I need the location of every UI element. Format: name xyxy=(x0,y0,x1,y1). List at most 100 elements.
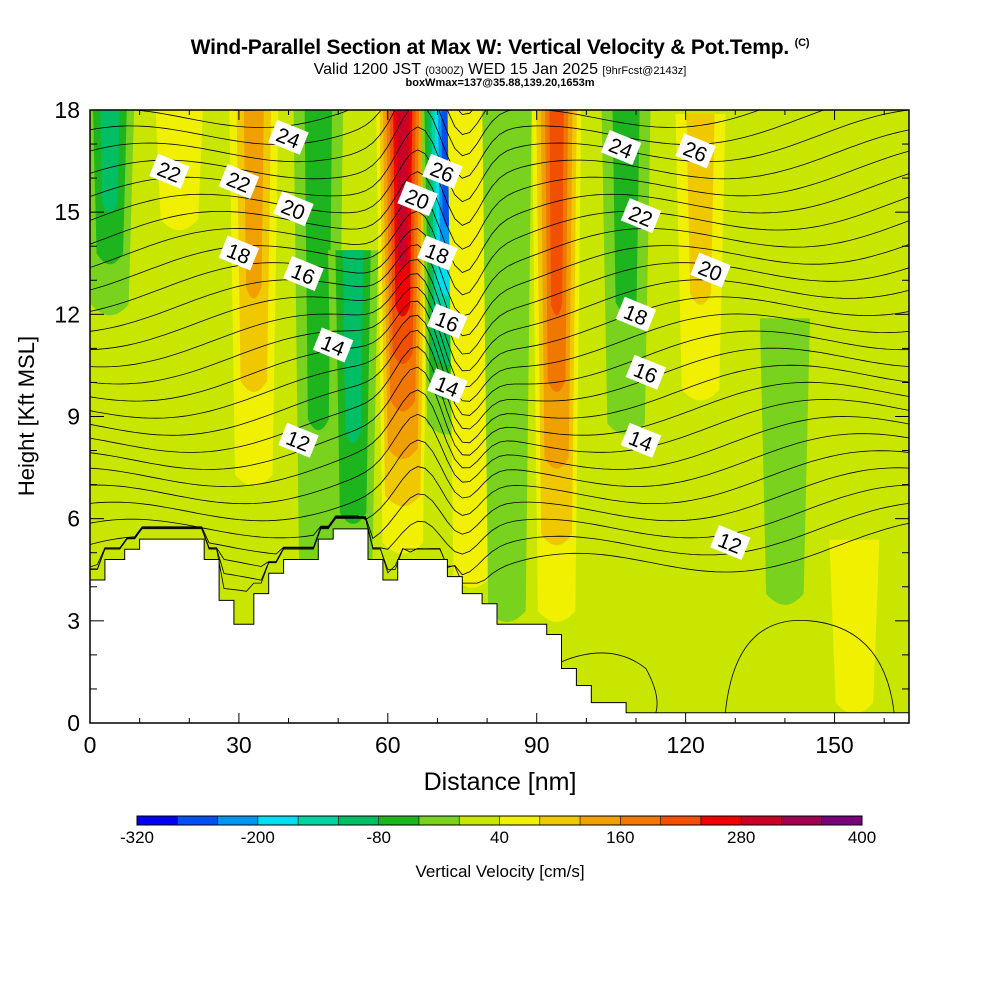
isentrope-9 xyxy=(90,346,909,453)
colorbar-swatch-14 xyxy=(700,816,742,825)
plume-9-level-4 xyxy=(549,110,564,316)
chart-subtitle: Valid 1200 JST (0300Z) WED 15 Jan 2025 [… xyxy=(0,61,1000,79)
colorbar-tick-label-1: -200 xyxy=(241,828,275,847)
contour-label-0: 22 xyxy=(149,153,190,189)
plume-4-level-2 xyxy=(342,250,364,444)
isentrope-12 xyxy=(90,300,909,402)
theta-contours xyxy=(90,0,909,713)
contour-label-bg-0 xyxy=(149,153,190,189)
contour-label-bg-8 xyxy=(397,181,438,216)
colorbar-swatch-1 xyxy=(177,816,218,825)
terrain-profile xyxy=(90,528,909,723)
contour-label-2: 24 xyxy=(268,119,309,155)
contour-label-13: 24 xyxy=(600,130,642,165)
chart-title-text: Wind-Parallel Section at Max W: Vertical… xyxy=(190,36,790,59)
contour-label-bg-6 xyxy=(312,327,354,363)
isentrope-10 xyxy=(90,329,909,436)
contour-label-3: 20 xyxy=(273,191,314,227)
isentrope-3 xyxy=(90,467,909,555)
plume-12-level-0 xyxy=(759,318,810,605)
isentrope-21 xyxy=(90,129,909,226)
contour-label-15: 22 xyxy=(620,198,662,234)
isentrope-31 xyxy=(90,0,909,42)
chart-title: Wind-Parallel Section at Max W: Vertical… xyxy=(0,36,1000,60)
plume-5-level-6 xyxy=(396,110,409,270)
x-tick-label-2: 60 xyxy=(375,732,401,758)
plume-1-level-0 xyxy=(155,110,203,231)
contour-label-bg-5 xyxy=(283,256,324,291)
isentrope-29 xyxy=(90,0,909,76)
contour-label-7: 12 xyxy=(278,422,319,458)
contour-label-9: 26 xyxy=(422,153,463,189)
isentrope-5 xyxy=(90,433,909,522)
velocity-plume-13 xyxy=(829,539,880,714)
colorbar-swatch-11 xyxy=(580,816,621,825)
colorbar-tick-label-0: -320 xyxy=(120,828,154,847)
isentrope-6 xyxy=(90,413,909,505)
contour-label-11: 16 xyxy=(427,303,468,339)
colorbar-swatch-17 xyxy=(821,816,863,825)
colorbar-swatch-6 xyxy=(378,816,420,825)
y-tick-label-5: 15 xyxy=(54,199,80,225)
contour-label-bg-16 xyxy=(690,252,731,288)
contour-label-bg-19 xyxy=(620,422,662,458)
colorbar-swatch-8 xyxy=(459,816,500,825)
isentrope-28 xyxy=(90,0,909,93)
velocity-plume-5 xyxy=(376,110,430,554)
isentrope-1 xyxy=(90,503,909,581)
isentrope-27 xyxy=(223,110,263,111)
valid-time: Valid 1200 JST xyxy=(313,61,421,78)
isentrope-19 xyxy=(90,173,909,273)
colorbar-swatch-2 xyxy=(217,816,259,825)
axes: 0 30 60 90 120 150 0 3 6 9 12 15 18 xyxy=(54,97,909,758)
contour-label-bg-10 xyxy=(417,235,458,271)
colorbar-swatch-10 xyxy=(539,816,581,825)
contour-label-bg-11 xyxy=(427,303,468,339)
contour-label-14: 26 xyxy=(675,133,716,169)
forecast-info: [9hrFcst@2143z] xyxy=(602,65,687,77)
colorbar-swatch-9 xyxy=(499,816,541,825)
velocity-plume-12 xyxy=(759,318,810,605)
contour-label-bg-18 xyxy=(625,354,667,390)
colorbar-tick-label-3: 40 xyxy=(490,828,509,847)
isentrope-2 xyxy=(90,484,909,568)
isentrope-30 xyxy=(90,0,909,59)
low-contour-a xyxy=(724,620,895,713)
colorbar-tick-label-5: 280 xyxy=(727,828,755,847)
contour-label-bg-12 xyxy=(427,368,468,404)
contour-label-bg-14 xyxy=(675,133,716,169)
colorbar-swatch-12 xyxy=(620,816,661,825)
isentrope-25 xyxy=(90,110,672,145)
x-axis-label: Distance [nm] xyxy=(424,768,577,796)
contour-label-4: 18 xyxy=(218,235,260,271)
isentrope-17 xyxy=(90,220,909,317)
x-tick-label-1: 30 xyxy=(226,732,252,758)
colorbar-tick-label-4: 160 xyxy=(606,828,634,847)
x-tick-label-5: 150 xyxy=(815,732,853,758)
isentrope-26 xyxy=(90,110,474,128)
contour-label-bg-20 xyxy=(710,525,751,560)
colorbar-tick-label-6: 400 xyxy=(848,828,876,847)
contour-label-bg-3 xyxy=(273,191,314,227)
plume-0-level-2 xyxy=(100,110,120,214)
contour-label-bg-9 xyxy=(422,153,463,189)
colorbar: -320 -200 -80 40 160 280 400 xyxy=(120,815,876,847)
colorbar-swatch-4 xyxy=(298,816,339,825)
contour-label-bg-7 xyxy=(278,422,319,458)
isentrope-7 xyxy=(90,389,909,488)
velocity-plume-8 xyxy=(482,110,532,622)
contour-label-bg-2 xyxy=(268,119,309,155)
colorbar-swatch-15 xyxy=(741,816,782,825)
contour-label-6: 14 xyxy=(312,327,354,363)
colorbar-tick-label-2: -80 xyxy=(366,828,391,847)
y-tick-label-2: 6 xyxy=(67,506,80,532)
isentrope-23 xyxy=(90,110,825,180)
velocity-plume-1 xyxy=(155,110,203,231)
y-tick-label-6: 18 xyxy=(54,97,80,123)
plume-8-level-0 xyxy=(482,110,532,622)
colorbar-label: Vertical Velocity [cm/s] xyxy=(415,862,585,881)
contour-label-12: 14 xyxy=(427,368,468,404)
colorbar-swatch-7 xyxy=(418,816,460,825)
x-tick-label-4: 120 xyxy=(666,732,704,758)
